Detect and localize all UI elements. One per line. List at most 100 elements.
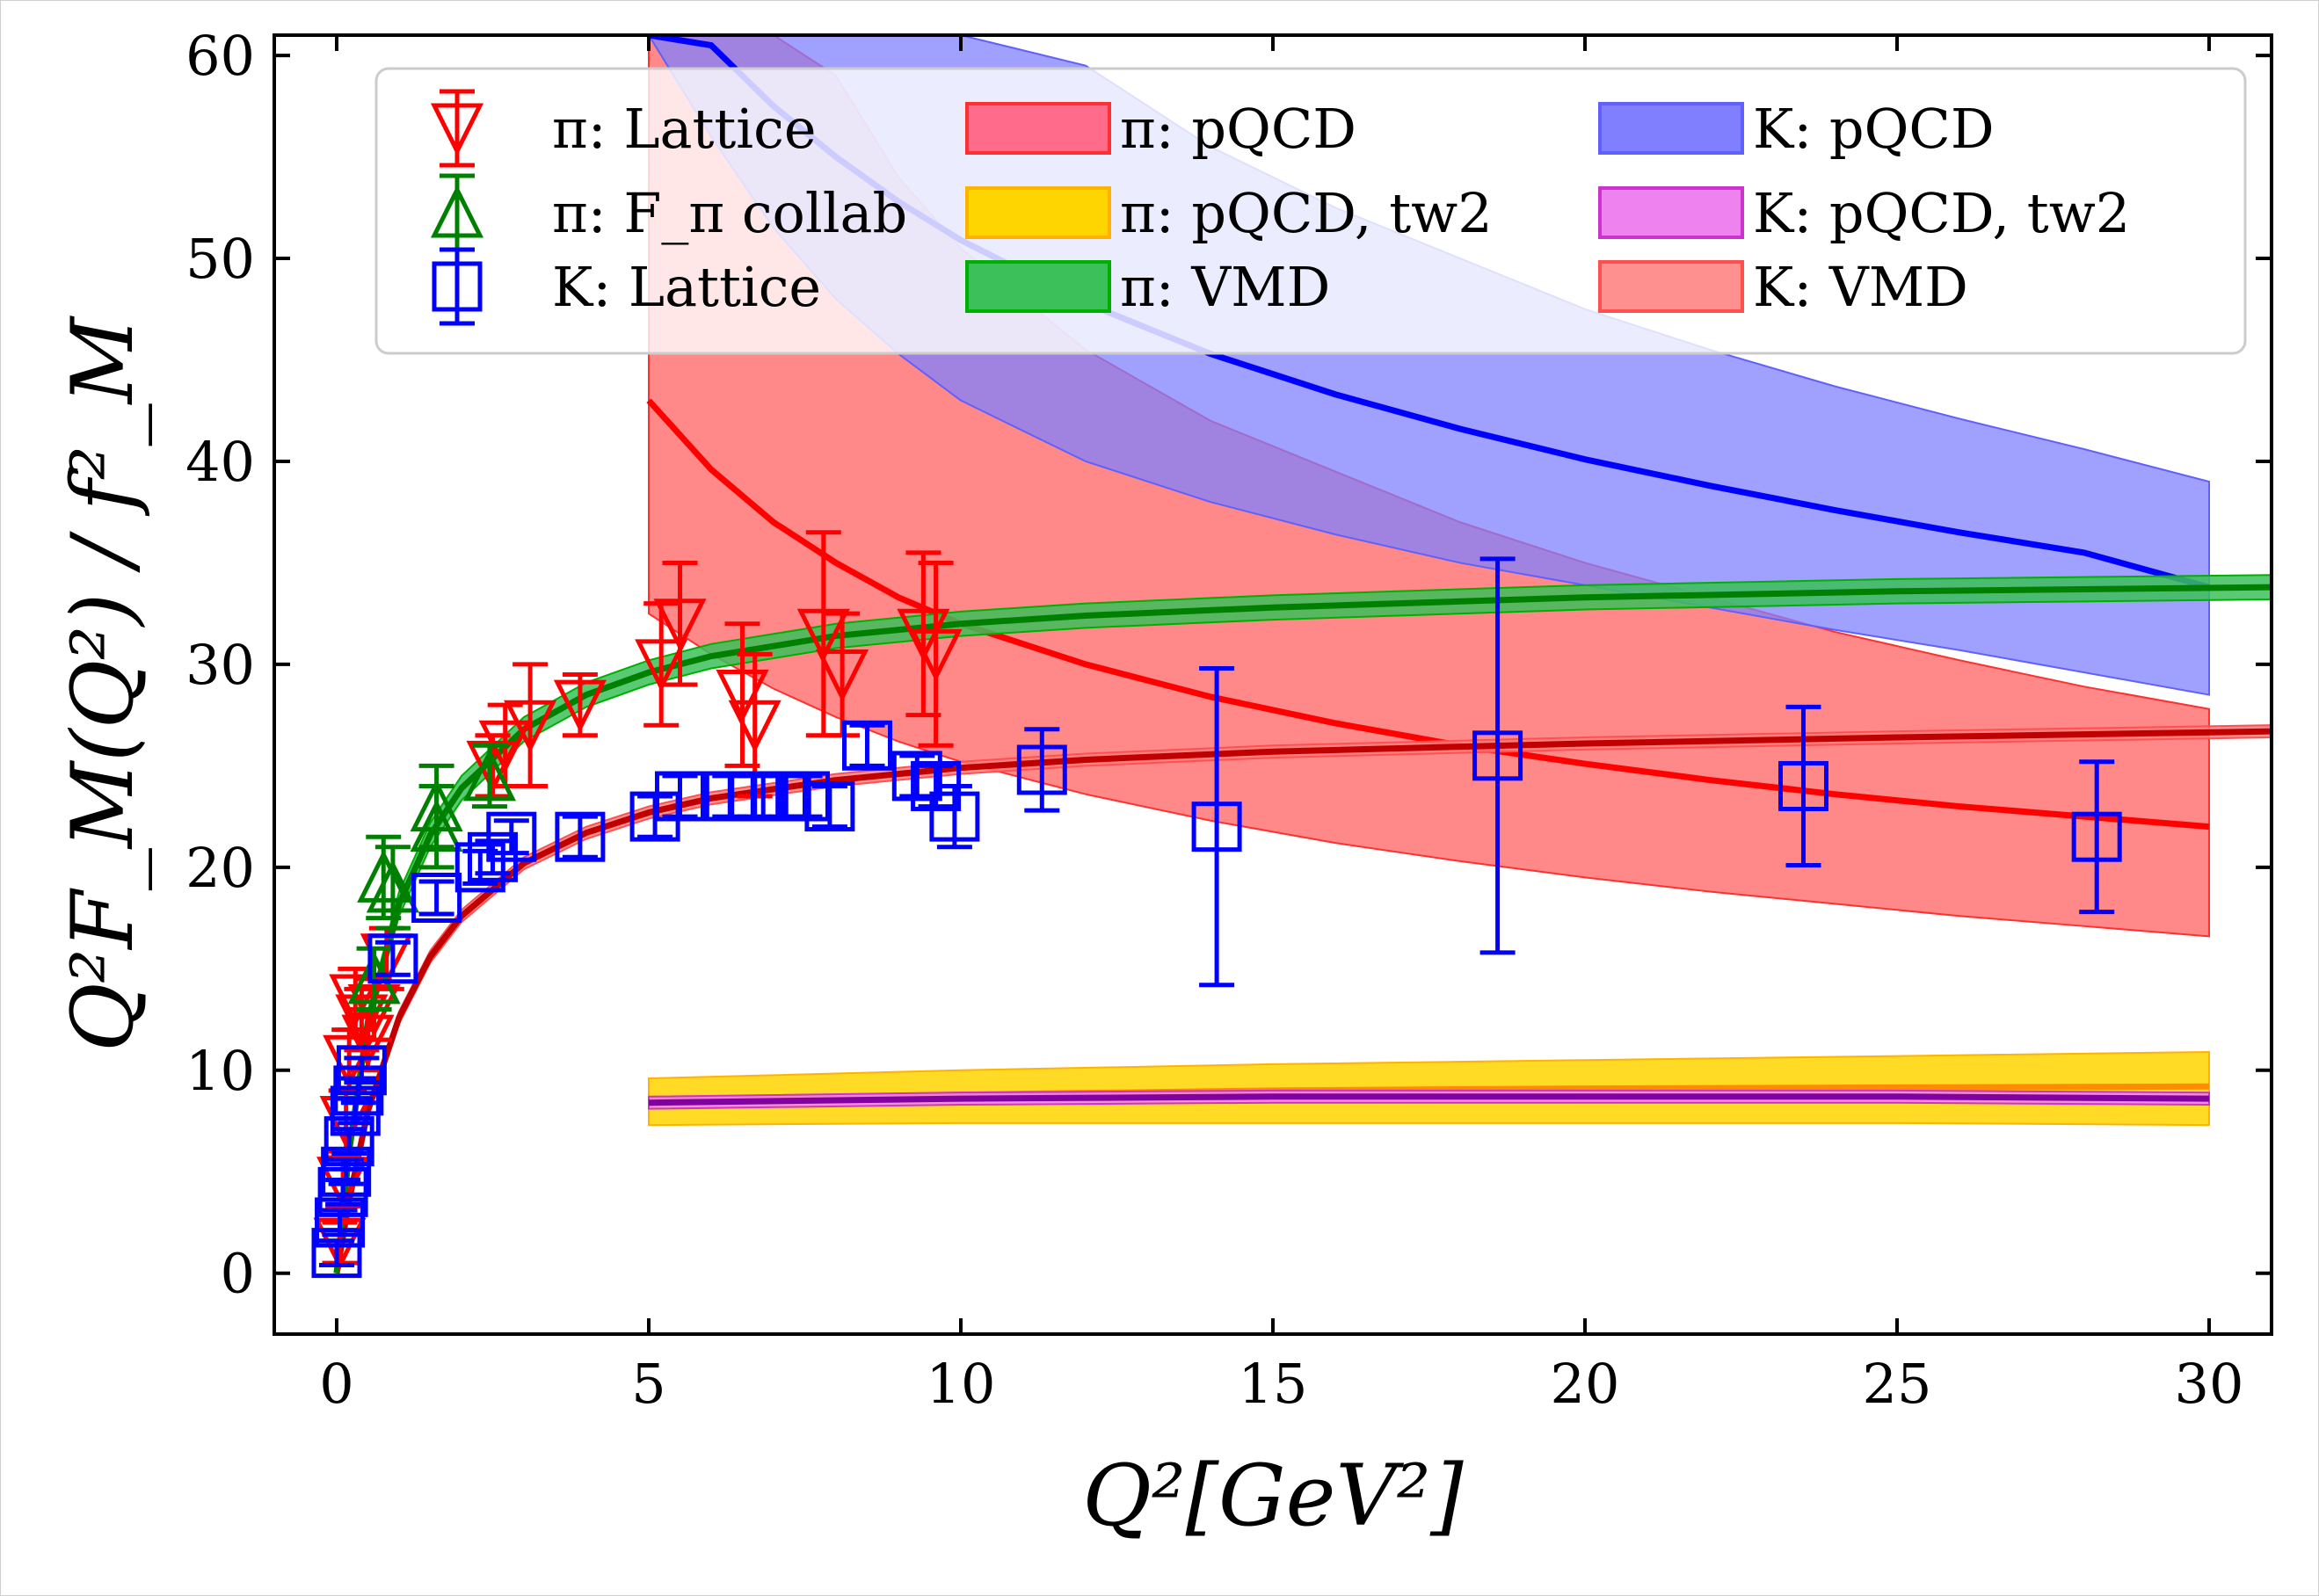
triangle-down-marker bbox=[635, 639, 688, 693]
square-marker bbox=[730, 771, 781, 822]
square-marker bbox=[367, 933, 418, 984]
point-lattice bbox=[635, 601, 688, 728]
legend-label: π: pQCD bbox=[1120, 97, 1356, 161]
legend-triangle-down-marker bbox=[430, 103, 484, 156]
point-lattice bbox=[553, 671, 607, 738]
square-marker bbox=[323, 1116, 374, 1167]
point-k-lattice bbox=[486, 811, 537, 862]
legend-entry-f-collab: π: F_π collab bbox=[430, 173, 907, 252]
square-marker bbox=[317, 1166, 368, 1217]
point-lattice bbox=[653, 560, 707, 687]
legend-label: K: Lattice bbox=[552, 255, 821, 319]
legend-patch bbox=[1598, 102, 1744, 155]
square-marker bbox=[315, 1197, 366, 1248]
square-marker bbox=[454, 842, 505, 893]
square-marker bbox=[321, 1146, 372, 1197]
square-marker bbox=[311, 1228, 362, 1279]
legend-triangle-up-marker bbox=[430, 185, 484, 238]
point-k-lattice bbox=[317, 1166, 368, 1217]
square-marker bbox=[655, 771, 705, 822]
x-tick-label: 10 bbox=[927, 1352, 996, 1416]
point-k-lattice bbox=[2071, 759, 2122, 915]
point-f-collab bbox=[410, 763, 463, 850]
x-axis-title: Q²[GeV²] bbox=[1082, 1447, 1464, 1545]
triangle-down-marker bbox=[796, 608, 850, 662]
y-tick-label: 50 bbox=[185, 227, 255, 291]
y-tick-label: 10 bbox=[185, 1039, 255, 1103]
triangle-down-marker bbox=[816, 649, 869, 703]
triangle-up-marker bbox=[410, 778, 463, 832]
point-k-lattice bbox=[468, 831, 518, 882]
square-marker bbox=[842, 720, 892, 771]
band-center-k-pqcd-tw2 bbox=[648, 1093, 2210, 1106]
legend-entry-vmd: π: VMD bbox=[965, 255, 1330, 319]
x-tick-label: 20 bbox=[1551, 1352, 1620, 1416]
legend-entry-lattice: π: Lattice bbox=[430, 89, 817, 168]
point-k-lattice bbox=[929, 783, 980, 850]
legend-label: π: F_π collab bbox=[552, 181, 907, 245]
point-k-lattice bbox=[1191, 666, 1242, 988]
legend-label: K: pQCD bbox=[1753, 97, 1995, 161]
point-k-lattice bbox=[367, 933, 418, 984]
square-marker bbox=[2071, 811, 2122, 862]
triangle-up-marker bbox=[462, 748, 516, 802]
triangle-down-marker bbox=[504, 700, 557, 753]
legend-label: K: VMD bbox=[1753, 255, 1968, 319]
x-tick-label: 30 bbox=[2175, 1352, 2244, 1416]
square-marker bbox=[555, 811, 606, 862]
legend-label: π: pQCD, tw2 bbox=[1120, 181, 1493, 245]
square-marker bbox=[1016, 744, 1067, 795]
point-k-lattice bbox=[311, 1228, 362, 1279]
legend-patch bbox=[1598, 186, 1744, 239]
legend-patch bbox=[965, 186, 1111, 239]
point-k-lattice bbox=[1016, 727, 1067, 813]
point-k-lattice bbox=[555, 811, 606, 862]
point-k-lattice bbox=[330, 1085, 381, 1136]
square-marker bbox=[804, 781, 855, 832]
square-marker bbox=[929, 791, 980, 842]
legend-entry-k-lattice: K: Lattice bbox=[432, 247, 821, 326]
square-marker bbox=[468, 831, 518, 882]
legend-label: π: Lattice bbox=[552, 97, 817, 161]
triangle-down-marker bbox=[909, 628, 963, 682]
triangle-up-marker bbox=[347, 951, 401, 1005]
axis-ticks: 0 5 10 15 20 25 30 0 10 20 30 40 50 60 bbox=[185, 24, 2272, 1416]
y-tick-label: 30 bbox=[185, 633, 255, 697]
legend: π: Lattice π: F_π collab K: Lattice π: pQCD… bbox=[374, 67, 2247, 355]
triangle-up-marker bbox=[410, 799, 463, 852]
point-f-collab bbox=[366, 845, 419, 931]
legend-patch bbox=[965, 260, 1111, 313]
data-points bbox=[311, 530, 2122, 1279]
square-marker bbox=[333, 1065, 384, 1116]
y-tick-label: 20 bbox=[185, 836, 255, 900]
triangle-up-marker bbox=[366, 860, 419, 913]
legend-label: π: VMD bbox=[1120, 255, 1330, 319]
band-center-pqcd bbox=[646, 398, 2210, 831]
legend-label: K: pQCD, tw2 bbox=[1753, 181, 2130, 245]
x-tick-label: 5 bbox=[631, 1352, 665, 1416]
square-marker bbox=[891, 751, 942, 802]
legend-entry-k-vmd: K: VMD bbox=[1598, 255, 1968, 319]
triangle-down-marker bbox=[653, 598, 707, 652]
legend-patch bbox=[1598, 260, 1744, 313]
x-tick-label: 0 bbox=[319, 1352, 353, 1416]
legend-patch bbox=[965, 102, 1111, 155]
x-tick-label: 15 bbox=[1239, 1352, 1308, 1416]
legend-entry-k-pqcd: K: pQCD bbox=[1598, 97, 1995, 161]
point-f-collab bbox=[347, 946, 401, 1012]
y-tick-label: 40 bbox=[185, 430, 255, 494]
band-center-k-vmd bbox=[333, 728, 2272, 1274]
point-k-lattice bbox=[323, 1116, 374, 1167]
square-marker bbox=[486, 811, 537, 862]
point-lattice bbox=[909, 560, 963, 748]
square-marker bbox=[1472, 730, 1523, 781]
square-marker bbox=[336, 1045, 387, 1096]
square-marker bbox=[1778, 760, 1828, 811]
point-lattice bbox=[504, 662, 557, 788]
square-marker bbox=[1191, 802, 1242, 852]
triangle-down-marker bbox=[553, 679, 607, 733]
point-f-collab bbox=[462, 743, 516, 809]
point-k-lattice bbox=[842, 720, 892, 771]
legend-entry-k-pqcd-tw2: K: pQCD, tw2 bbox=[1598, 181, 2130, 245]
